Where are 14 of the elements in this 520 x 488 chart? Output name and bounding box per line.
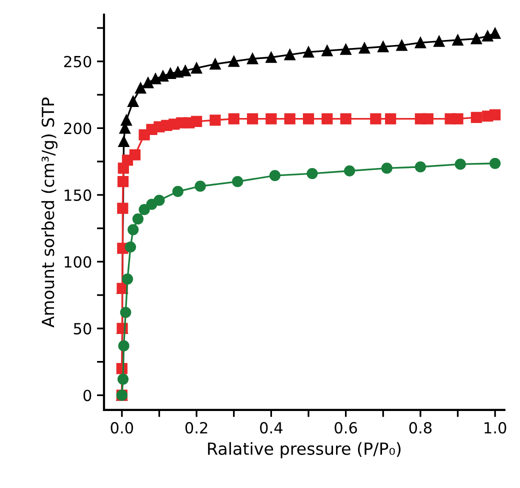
y-tick-label: 150 — [64, 189, 92, 201]
x-tick-label: 0.4 — [260, 422, 282, 434]
y-tick-label: 250 — [64, 56, 92, 68]
x-tick-label: 0.0 — [110, 422, 134, 434]
y-tick-label: 100 — [64, 256, 92, 268]
y-tick-label: 0 — [83, 390, 92, 402]
y-axis-title: Amount sorbed (cm³/g) STP — [41, 98, 58, 328]
x-tick-label: 0.6 — [334, 422, 357, 434]
x-tick-label: 1.0 — [484, 422, 506, 434]
x-tick-label: 0.2 — [185, 422, 208, 434]
y-tick-label: 50 — [74, 322, 92, 334]
x-tick-label: 0.8 — [409, 422, 432, 434]
x-axis-title: Ralative pressure (P/P₀) — [208, 442, 401, 458]
y-tick-label: 200 — [64, 122, 92, 134]
